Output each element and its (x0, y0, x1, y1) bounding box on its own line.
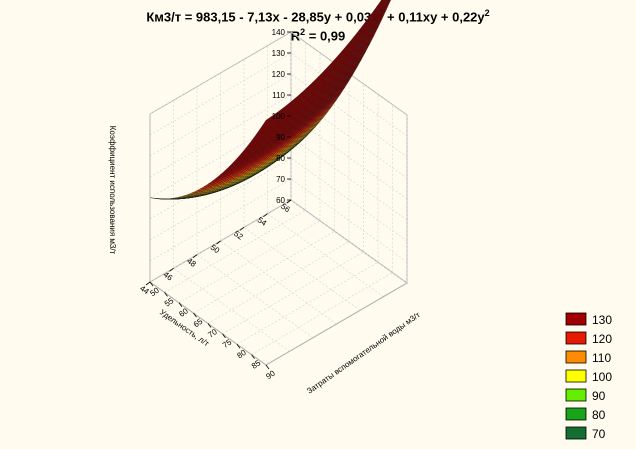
box-edge (265, 282, 408, 366)
y-tick (192, 254, 198, 258)
legend-swatch (565, 426, 587, 440)
x-tick-label: 50 (148, 285, 161, 298)
x-tick (178, 302, 183, 307)
legend-label: 120 (592, 332, 612, 346)
x-tick (207, 323, 212, 328)
legend-label: 80 (592, 408, 606, 422)
z-axis-label: Коэффициент использования м3/т (108, 126, 117, 255)
legend-label: 110 (592, 351, 611, 365)
z-tick-label: 80 (276, 154, 285, 163)
z-tick-label: 70 (276, 175, 285, 184)
legend: 130 120 110 100 90 80 70 (565, 312, 612, 441)
z-grid-line (149, 199, 408, 284)
x-tick (193, 312, 197, 318)
x-tick (251, 354, 255, 359)
x-tick-label: 90 (264, 368, 277, 381)
legend-swatch (565, 369, 587, 383)
x-tick (236, 344, 241, 349)
y-tick (239, 227, 245, 231)
y-tick (145, 281, 151, 286)
y-tick-label: 50 (209, 243, 222, 256)
legend-label: 90 (592, 389, 606, 403)
x-tick-label: 80 (235, 348, 248, 361)
x-tick-label: 75 (221, 337, 234, 350)
chart-subtitle: R2 = 0,99 (290, 27, 346, 44)
axis-ticks: 6070809010011012013014044464850525456505… (108, 28, 422, 396)
surface-cell (149, 197, 161, 200)
y-tick (169, 268, 174, 272)
z-tick-label: 130 (272, 49, 286, 58)
legend-label: 100 (592, 370, 612, 384)
x-tick-label: 65 (192, 317, 205, 330)
z-tick-label: 90 (276, 133, 285, 142)
y-tick (263, 213, 268, 217)
z-tick-label: 120 (272, 70, 286, 79)
legend-swatch (565, 331, 587, 345)
y-tick (216, 240, 221, 245)
y-tick-label: 48 (185, 256, 198, 269)
legend-swatch (565, 407, 587, 421)
legend-swatch (565, 350, 587, 364)
y-tick (286, 199, 292, 204)
x-tick (265, 364, 270, 370)
legend-label: 130 (592, 313, 612, 327)
x-tick (149, 281, 154, 287)
legend-swatch (565, 388, 587, 402)
surface-mesh (149, 0, 391, 200)
y-tick-label: 46 (162, 270, 175, 283)
x-tick (222, 333, 226, 339)
x-tick-label: 60 (177, 306, 190, 319)
x-axis-label: Затраты вспомогательной воды м3/т (305, 310, 422, 396)
chart-title: Км3/т = 983,15 - 7,13x - 28,85y + 0,03x2… (146, 8, 490, 25)
z-tick-label: 110 (272, 91, 285, 100)
legend-label: 70 (592, 427, 606, 441)
y-tick-label: 52 (232, 229, 245, 242)
z-tick-label: 100 (272, 112, 286, 121)
x-tick-label: 85 (250, 358, 263, 371)
z-grid-line (149, 178, 408, 263)
z-tick-label: 140 (272, 28, 286, 37)
x-tick-label: 70 (206, 327, 219, 340)
z-tick-label: 60 (276, 196, 285, 205)
legend-swatch (565, 312, 587, 326)
y-tick-label: 54 (256, 215, 269, 228)
x-tick (164, 292, 168, 297)
x-tick-label: 55 (163, 296, 176, 309)
